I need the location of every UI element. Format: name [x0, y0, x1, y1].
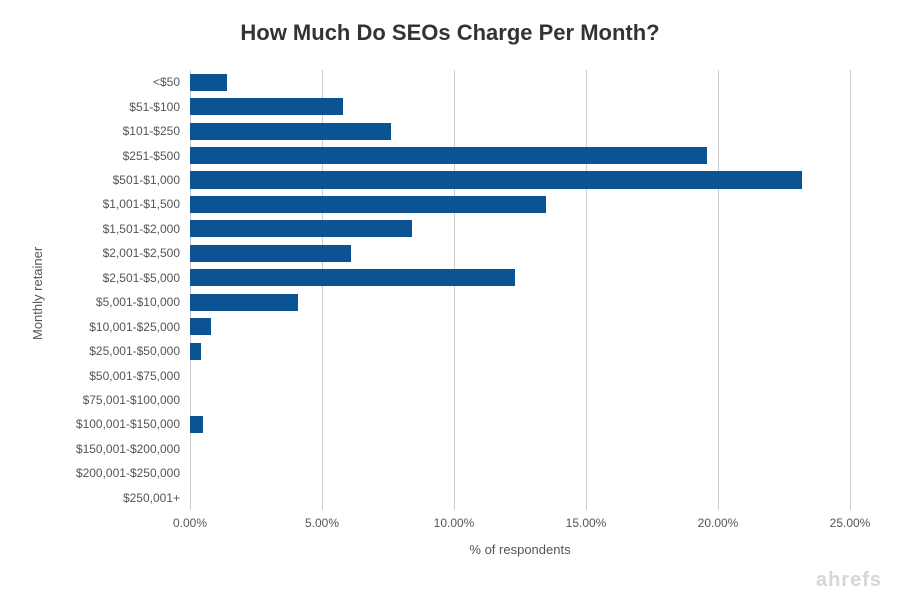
- y-category-label: $200,001-$250,000: [0, 466, 180, 480]
- x-tick-label: 0.00%: [150, 516, 230, 530]
- x-axis-title: % of respondents: [190, 542, 850, 557]
- y-category-label: $1,501-$2,000: [0, 222, 180, 236]
- y-category-label: $75,001-$100,000: [0, 393, 180, 407]
- y-category-label: $250,001+: [0, 491, 180, 505]
- bar: [190, 318, 211, 335]
- y-category-label: $50,001-$75,000: [0, 369, 180, 383]
- y-category-label: $2,501-$5,000: [0, 271, 180, 285]
- bar-row: [190, 314, 850, 338]
- x-tick-label: 10.00%: [414, 516, 494, 530]
- chart-container: How Much Do SEOs Charge Per Month? Month…: [0, 0, 900, 600]
- bar: [190, 294, 298, 311]
- bar-row: [190, 437, 850, 461]
- bar-row: [190, 266, 850, 290]
- bar-row: [190, 241, 850, 265]
- bar-row: [190, 339, 850, 363]
- bar: [190, 74, 227, 91]
- bar: [190, 98, 343, 115]
- y-category-label: $100,001-$150,000: [0, 417, 180, 431]
- bar-row: [190, 486, 850, 510]
- bar-row: [190, 290, 850, 314]
- bar-row: [190, 119, 850, 143]
- x-tick-label: 15.00%: [546, 516, 626, 530]
- bar: [190, 269, 515, 286]
- watermark: ahrefs: [816, 569, 882, 592]
- y-category-label: $25,001-$50,000: [0, 344, 180, 358]
- y-category-label: $2,001-$2,500: [0, 246, 180, 260]
- bar: [190, 245, 351, 262]
- bar-row: [190, 388, 850, 412]
- bar-row: [190, 217, 850, 241]
- y-category-label: $10,001-$25,000: [0, 320, 180, 334]
- bar-row: [190, 412, 850, 436]
- y-category-label: $150,001-$200,000: [0, 442, 180, 456]
- bar-row: [190, 168, 850, 192]
- y-category-label: $51-$100: [0, 100, 180, 114]
- bar: [190, 416, 203, 433]
- x-tick-label: 5.00%: [282, 516, 362, 530]
- bar: [190, 220, 412, 237]
- chart-title: How Much Do SEOs Charge Per Month?: [0, 20, 900, 46]
- bar-row: [190, 143, 850, 167]
- bar: [190, 123, 391, 140]
- y-category-label: $5,001-$10,000: [0, 295, 180, 309]
- bar-row: [190, 461, 850, 485]
- bar: [190, 343, 201, 360]
- bar: [190, 196, 546, 213]
- x-tick-label: 20.00%: [678, 516, 758, 530]
- bar: [190, 147, 707, 164]
- bar-row: [190, 94, 850, 118]
- bar-row: [190, 363, 850, 387]
- bar-row: [190, 70, 850, 94]
- bar-row: [190, 192, 850, 216]
- y-category-label: $1,001-$1,500: [0, 197, 180, 211]
- x-gridline: [850, 70, 851, 510]
- y-category-label: $251-$500: [0, 149, 180, 163]
- plot-area: [190, 70, 850, 510]
- bar: [190, 171, 802, 188]
- y-category-label: $101-$250: [0, 124, 180, 138]
- y-category-label: <$50: [0, 75, 180, 89]
- x-tick-label: 25.00%: [810, 516, 890, 530]
- y-category-label: $501-$1,000: [0, 173, 180, 187]
